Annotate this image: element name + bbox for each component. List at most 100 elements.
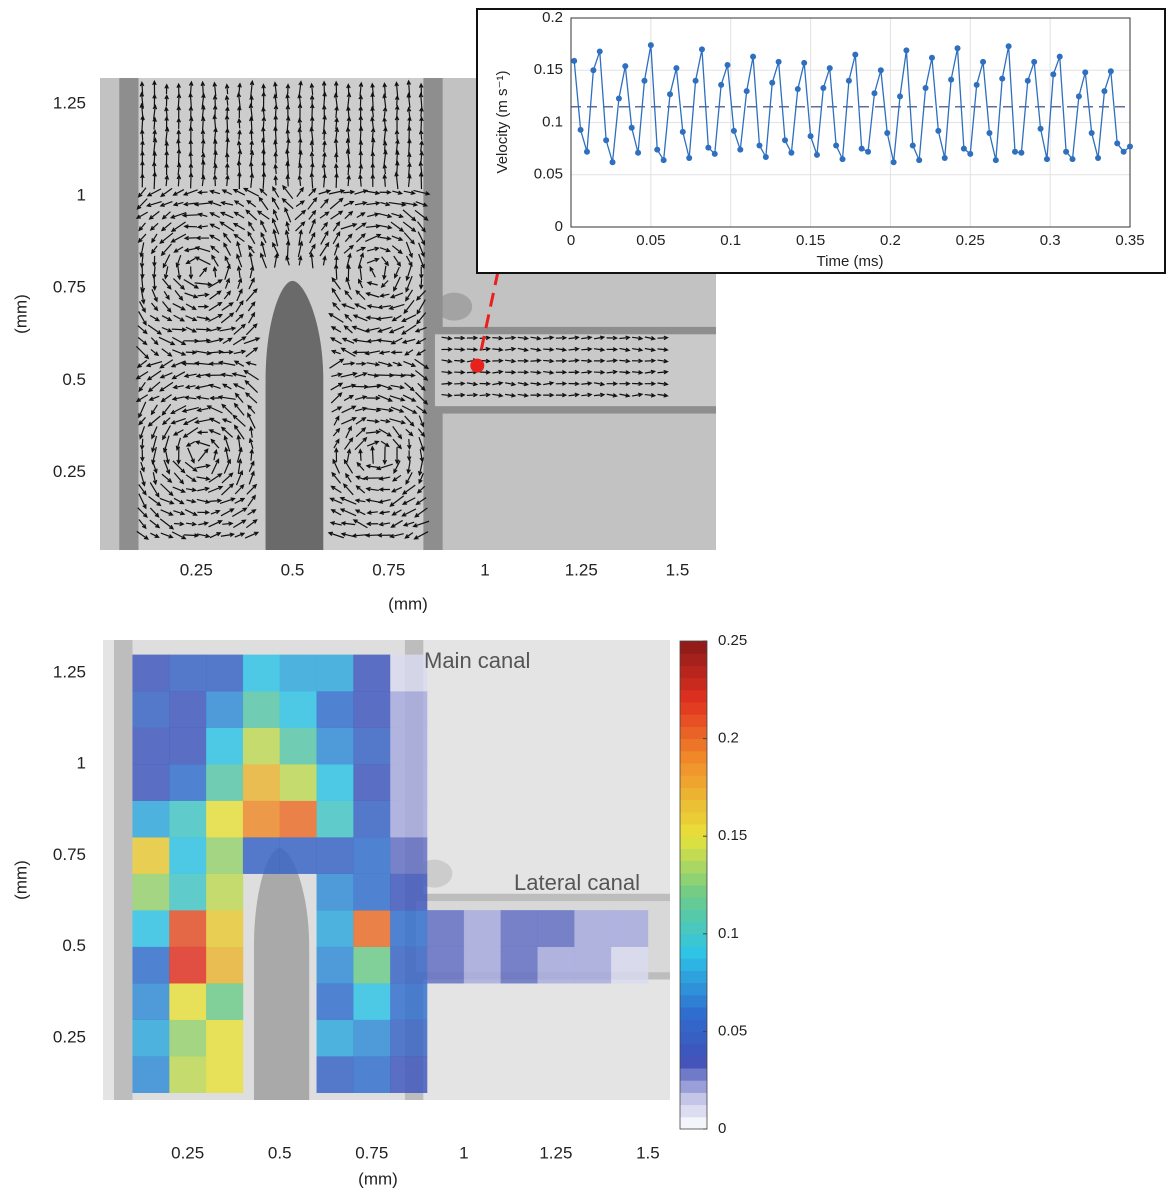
flow-arrow: [234, 392, 244, 403]
flow-arrow: [379, 190, 392, 195]
flow-arrow: [149, 507, 160, 518]
flow-arrow: [568, 381, 580, 387]
colorbar-swatch: [680, 775, 707, 788]
flow-arrow: [172, 486, 187, 493]
flow-arrow: [273, 93, 278, 108]
flow-arrow: [343, 189, 356, 195]
flow-arrow: [170, 405, 187, 415]
y-tick-label: 0.1: [542, 113, 563, 130]
flow-arrow: [441, 347, 453, 352]
flow-arrow: [354, 509, 366, 516]
flow-arrow: [220, 532, 235, 538]
flow-arrow: [530, 358, 542, 363]
flow-arrow: [375, 316, 393, 321]
flow-arrow: [555, 369, 568, 375]
heatmap-cell: [132, 837, 170, 874]
flow-arrow: [136, 359, 148, 369]
flow-arrow: [259, 188, 268, 196]
data-point: [603, 137, 610, 144]
data-point: [1088, 129, 1095, 136]
flow-arrow: [307, 196, 318, 210]
flow-arrow: [344, 233, 353, 243]
colorbar-swatch: [680, 665, 707, 679]
flow-arrow: [375, 463, 393, 471]
flow-arrow: [209, 395, 220, 401]
colorbar-swatch: [680, 750, 707, 764]
flow-arrow: [236, 240, 242, 257]
colorbar-tick-label: 0: [718, 1120, 726, 1137]
flow-arrow: [346, 91, 352, 109]
flow-arrow: [657, 358, 669, 364]
flow-arrow: [418, 242, 425, 258]
probe-point: [470, 358, 485, 373]
flow-arrow: [364, 533, 380, 538]
flow-arrow: [160, 187, 173, 198]
flow-arrow: [606, 369, 618, 375]
heatmap-cell: [316, 910, 354, 947]
flow-arrow: [261, 115, 267, 131]
flow-arrow: [504, 393, 517, 398]
flow-arrow: [220, 200, 234, 206]
flow-arrow: [148, 496, 162, 507]
heatmap-cell: [316, 983, 354, 1020]
flow-arrow: [365, 233, 382, 243]
flow-arrow: [367, 373, 380, 378]
flow-arrow: [405, 264, 413, 282]
y-tick-label: 0.05: [534, 166, 563, 183]
flow-arrow: [319, 211, 330, 219]
flow-arrow: [138, 493, 147, 510]
flow-arrow: [351, 533, 369, 538]
canal-junction: [436, 292, 473, 321]
flow-arrow: [404, 382, 415, 392]
colorbar-tick-label: 0.15: [718, 827, 747, 844]
flow-arrow: [195, 235, 210, 241]
flow-arrow: [377, 326, 392, 333]
flow-arrow: [414, 358, 430, 370]
flow-arrow: [308, 218, 316, 234]
flow-arrow: [330, 392, 343, 404]
heatmap-cell: [427, 910, 465, 947]
data-point: [992, 157, 999, 164]
flow-arrow: [393, 266, 400, 279]
flow-arrow: [159, 518, 175, 530]
flow-arrow: [504, 381, 517, 387]
data-point: [609, 159, 616, 166]
flow-arrow: [581, 335, 593, 341]
data-point: [1095, 155, 1102, 162]
flow-arrow: [383, 149, 388, 166]
flow-arrow: [201, 104, 206, 119]
heatmap-cell: [611, 946, 649, 984]
flow-arrow: [341, 417, 357, 425]
flow-arrow: [247, 509, 257, 516]
flow-arrow: [145, 360, 163, 368]
colorbar-swatch: [680, 1104, 707, 1118]
flow-arrow: [555, 392, 568, 398]
flow-arrow: [232, 188, 246, 196]
flow-arrow: [297, 127, 303, 142]
flow-arrow: [466, 392, 479, 398]
flow-arrow: [272, 208, 279, 221]
flow-arrow: [339, 496, 357, 505]
flow-arrow: [365, 292, 380, 298]
flow-arrow: [378, 521, 391, 527]
data-point: [775, 58, 782, 65]
flow-arrow: [208, 361, 221, 367]
flow-arrow: [395, 149, 400, 165]
data-point: [973, 81, 980, 88]
data-point: [858, 145, 865, 152]
data-point: [820, 85, 827, 92]
heatmap-cell: [206, 800, 244, 838]
flow-arrow: [328, 313, 344, 323]
flow-arrow: [366, 338, 379, 344]
flow-arrow: [517, 369, 530, 375]
flow-arrow: [285, 93, 290, 108]
colorbar-swatch: [680, 885, 707, 898]
data-point: [967, 150, 974, 157]
data-point: [845, 77, 852, 84]
data-point: [1005, 43, 1012, 50]
flow-arrow: [212, 266, 218, 278]
flow-arrow: [334, 152, 339, 163]
flow-arrow: [327, 531, 344, 539]
flow-arrow: [233, 402, 245, 416]
heatmap-cell: [206, 946, 244, 984]
